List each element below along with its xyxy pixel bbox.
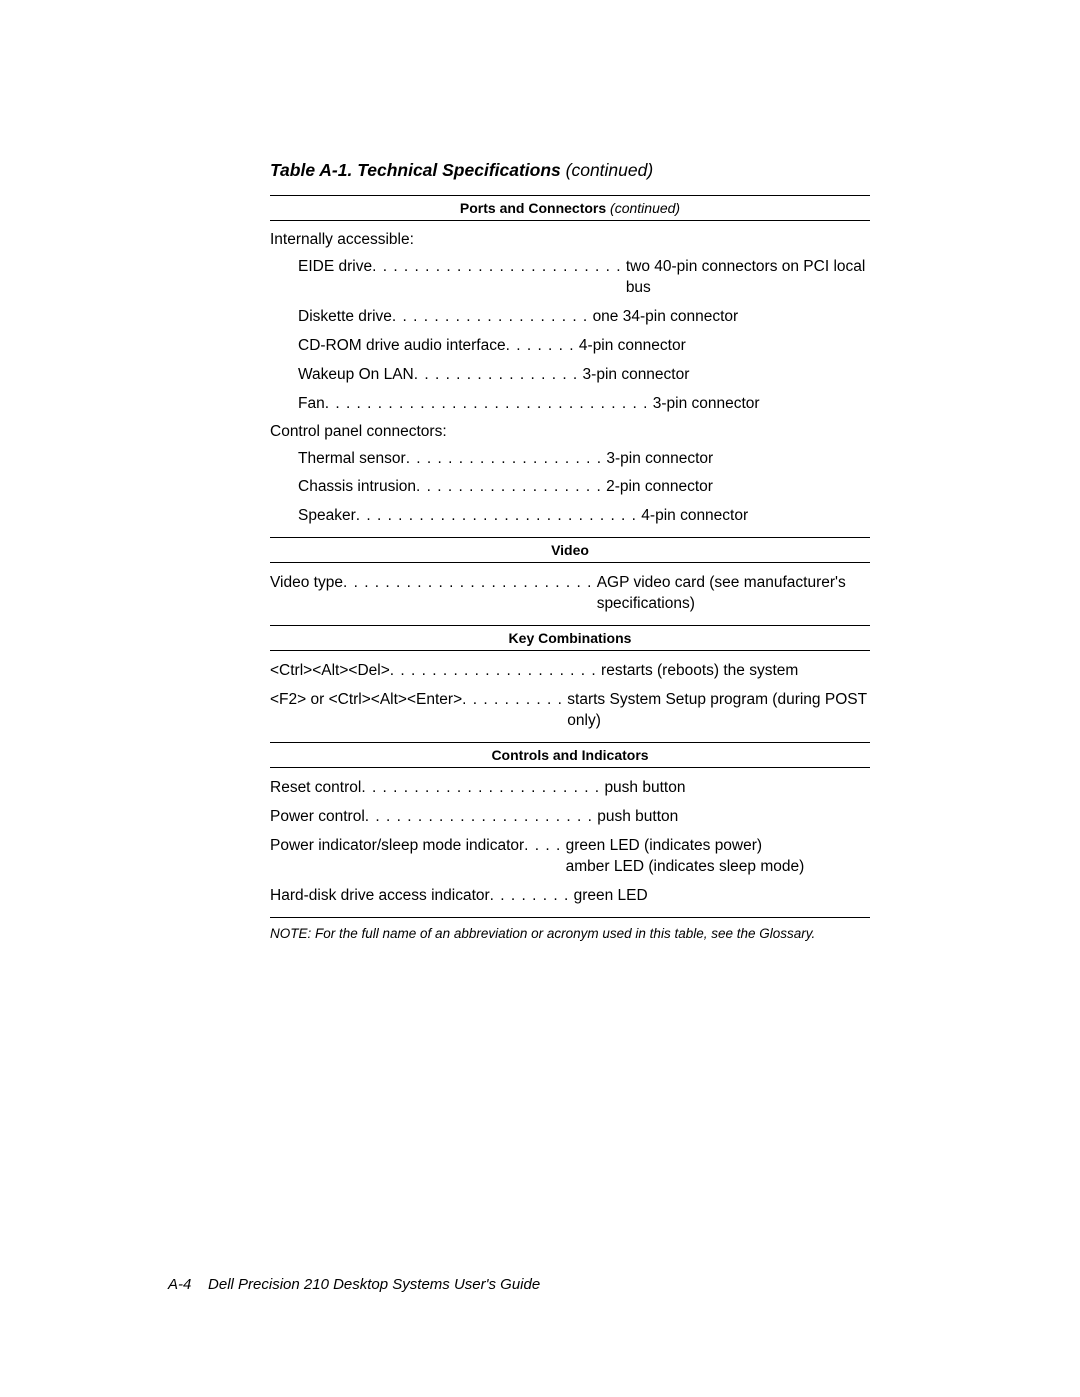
spec-value: starts System Setup program (during POST… <box>567 690 870 732</box>
footer-text: Dell Precision 210 Desktop Systems User'… <box>208 1276 540 1293</box>
spec-label: <F2> or <Ctrl><Alt><Enter> <box>270 690 462 711</box>
spec-label: Wakeup On LAN <box>270 365 414 386</box>
spec-row: Video type . . . . . . . . . . . . . . .… <box>270 569 870 619</box>
group-label: Internally accessible: <box>270 227 870 253</box>
section-header-text: Video <box>551 542 589 558</box>
spec-row: Speaker. . . . . . . . . . . . . . . . .… <box>270 502 870 531</box>
spec-label: Thermal sensor <box>270 449 406 470</box>
spec-value: push button <box>604 778 870 799</box>
leader-dots: . . . . . . . . . . . . . . . . . . . . … <box>372 257 621 278</box>
page-footer: A-4 Dell Precision 210 Desktop Systems U… <box>168 1276 540 1293</box>
spec-label: Fan <box>270 394 325 415</box>
section-rows: Reset control. . . . . . . . . . . . . .… <box>270 768 870 918</box>
spec-row: Hard-disk drive access indicator . . . .… <box>270 882 870 911</box>
section-block: Controls and IndicatorsReset control. . … <box>270 742 870 918</box>
document-page: Table A-1. Technical Specifications (con… <box>0 0 1080 1397</box>
spec-row: <Ctrl><Alt><Del> . . . . . . . . . . . .… <box>270 657 870 686</box>
section-header-text: Controls and Indicators <box>491 747 648 763</box>
spec-row: Power indicator/sleep mode indicator . .… <box>270 832 870 882</box>
spec-row: CD-ROM drive audio interface. . . . . . … <box>270 332 870 361</box>
spec-row: Wakeup On LAN . . . . . . . . . . . . . … <box>270 361 870 390</box>
spec-value: restarts (reboots) the system <box>601 661 870 682</box>
sections-container: Ports and Connectors (continued) Internal… <box>270 195 870 918</box>
spec-label: Speaker <box>270 506 356 527</box>
section-block: Key Combinations <Ctrl><Alt><Del> . . . .… <box>270 625 870 742</box>
leader-dots: . . . . . . . . . . . . . . . . . . . . … <box>365 807 593 828</box>
title-main: Table A-1. Technical Specifications <box>270 160 561 180</box>
spec-value: 2-pin connector <box>606 477 870 498</box>
spec-value: AGP video card (see manufacturer's speci… <box>597 573 870 615</box>
leader-dots: . . . . . . . . . . . . . . . . . . . . … <box>325 394 649 415</box>
table-note: NOTE: For the full name of an abbreviati… <box>270 918 870 941</box>
spec-label: <Ctrl><Alt><Del> <box>270 661 390 682</box>
section-header-text: Ports and Connectors <box>460 200 606 216</box>
section-block: Video Video type . . . . . . . . . . . . … <box>270 537 870 625</box>
spec-value: 3-pin connector <box>583 365 870 386</box>
spec-row: Thermal sensor . . . . . . . . . . . . .… <box>270 445 870 474</box>
leader-dots: . . . . . . . . . . . . . . . . . . . . … <box>361 778 600 799</box>
leader-dots: . . . . . . . . . . . . . . . . . . . . … <box>356 506 637 527</box>
spec-row: Fan. . . . . . . . . . . . . . . . . . .… <box>270 390 870 419</box>
leader-dots: . . . . . . . . . . . . . . . . <box>414 365 579 386</box>
spec-label: EIDE drive <box>270 257 372 278</box>
section-header: Key Combinations <box>270 626 870 651</box>
spec-value: 4-pin connector <box>579 336 870 357</box>
section-header-continued: (continued) <box>606 200 680 216</box>
leader-dots: . . . . . . . . <box>490 886 570 907</box>
spec-row: Diskette drive . . . . . . . . . . . . .… <box>270 303 870 332</box>
leader-dots: . . . . . . . . . . . . . . . . . . . . … <box>343 573 592 594</box>
spec-row: Chassis intrusion. . . . . . . . . . . .… <box>270 473 870 502</box>
spec-label: Diskette drive <box>270 307 392 328</box>
spec-row: EIDE drive. . . . . . . . . . . . . . . … <box>270 253 870 303</box>
leader-dots: . . . . <box>524 836 561 857</box>
spec-label: Chassis intrusion <box>270 477 416 498</box>
spec-label: CD-ROM drive audio interface <box>270 336 506 357</box>
spec-label: Hard-disk drive access indicator <box>270 886 490 907</box>
footer-page-number: A-4 <box>168 1276 191 1293</box>
spec-label: Power control <box>270 807 365 828</box>
leader-dots: . . . . . . . . . . . . . . . . . . . <box>392 307 588 328</box>
table-title: Table A-1. Technical Specifications (con… <box>270 160 870 181</box>
spec-row: Power control . . . . . . . . . . . . . … <box>270 803 870 832</box>
leader-dots: . . . . . . . . . . . . . . . . . . . <box>406 449 602 470</box>
section-header: Controls and Indicators <box>270 743 870 768</box>
spec-value: 3-pin connector <box>606 449 870 470</box>
leader-dots: . . . . . . . . . . . . . . . . . . <box>416 477 602 498</box>
leader-dots: . . . . . . . . . . . . . . . . . . . . <box>390 661 597 682</box>
section-header: Video <box>270 538 870 563</box>
group-label: Control panel connectors: <box>270 419 870 445</box>
spec-row: Reset control. . . . . . . . . . . . . .… <box>270 774 870 803</box>
spec-row: <F2> or <Ctrl><Alt><Enter> . . . . . . .… <box>270 686 870 736</box>
section-rows: Video type . . . . . . . . . . . . . . .… <box>270 563 870 625</box>
title-continued: (continued) <box>561 160 653 180</box>
section-header: Ports and Connectors (continued) <box>270 196 870 221</box>
section-rows: <Ctrl><Alt><Del> . . . . . . . . . . . .… <box>270 651 870 742</box>
section-block: Ports and Connectors (continued) Internal… <box>270 195 870 537</box>
spec-value: green LED <box>574 886 870 907</box>
spec-value: 4-pin connector <box>641 506 870 527</box>
spec-label: Video type <box>270 573 343 594</box>
spec-value: 3-pin connector <box>653 394 870 415</box>
spec-label: Power indicator/sleep mode indicator <box>270 836 524 857</box>
spec-value: one 34-pin connector <box>593 307 870 328</box>
leader-dots: . . . . . . . <box>506 336 575 357</box>
spec-value: push button <box>597 807 870 828</box>
spec-value: two 40-pin connectors on PCI local bus <box>626 257 870 299</box>
leader-dots: . . . . . . . . . . <box>462 690 563 711</box>
spec-label: Reset control <box>270 778 361 799</box>
section-rows: Internally accessible:EIDE drive. . . . … <box>270 221 870 537</box>
spec-value: green LED (indicates power)amber LED (in… <box>566 836 870 878</box>
section-header-text: Key Combinations <box>509 630 632 646</box>
